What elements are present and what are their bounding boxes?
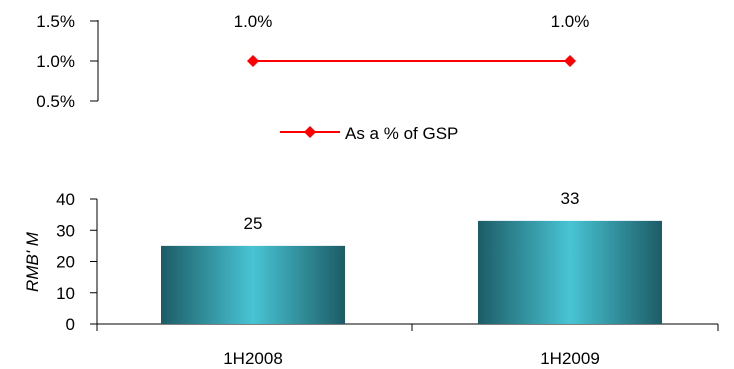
bar-chart-y-tick-label: 10	[56, 284, 75, 303]
bar-chart-y-tick-label: 20	[56, 253, 75, 272]
bar-chart-y-tick-label: 40	[56, 190, 75, 209]
bar-chart: 0 10 20 30 40 1H2008 1H2009 25 33 RMB' M	[23, 189, 719, 368]
bar-chart-y-tick-label: 30	[56, 221, 75, 240]
line-chart-y-tick-label: 1.5%	[36, 12, 75, 31]
bar	[161, 245, 345, 324]
bar-chart-x-ticks: 1H2008 1H2009	[96, 324, 719, 368]
line-chart-data-labels: 1.0% 1.0%	[234, 12, 590, 31]
legend-label: As a % of GSP	[345, 124, 458, 143]
line-chart-y-ticks: 0.5% 1.0% 1.5%	[36, 12, 98, 111]
bar-chart-bars	[161, 220, 662, 324]
line-chart-legend: As a % of GSP	[280, 124, 458, 143]
bar-data-label: 33	[561, 189, 580, 208]
series-marker	[564, 55, 576, 67]
bar-chart-data-labels: 25 33	[244, 189, 580, 233]
bar-data-label: 25	[244, 214, 263, 233]
legend-diamond-icon	[304, 126, 316, 138]
line-chart-y-tick-label: 1.0%	[36, 52, 75, 71]
line-chart-series	[247, 55, 576, 67]
series-marker	[247, 55, 259, 67]
bar-chart-y-axis-label: RMB' M	[23, 231, 42, 292]
line-chart: 0.5% 1.0% 1.5% 1.0% 1.0% As a % of GSP	[36, 12, 589, 143]
line-data-label: 1.0%	[551, 12, 590, 31]
line-chart-y-tick-label: 0.5%	[36, 92, 75, 111]
bar-chart-x-tick-label: 1H2008	[223, 349, 283, 368]
bar-chart-y-tick-label: 0	[66, 315, 75, 334]
bar-chart-y-ticks: 0 10 20 30 40	[56, 190, 97, 334]
bar-chart-x-tick-label: 1H2009	[540, 349, 600, 368]
bar	[478, 220, 662, 324]
line-data-label: 1.0%	[234, 12, 273, 31]
